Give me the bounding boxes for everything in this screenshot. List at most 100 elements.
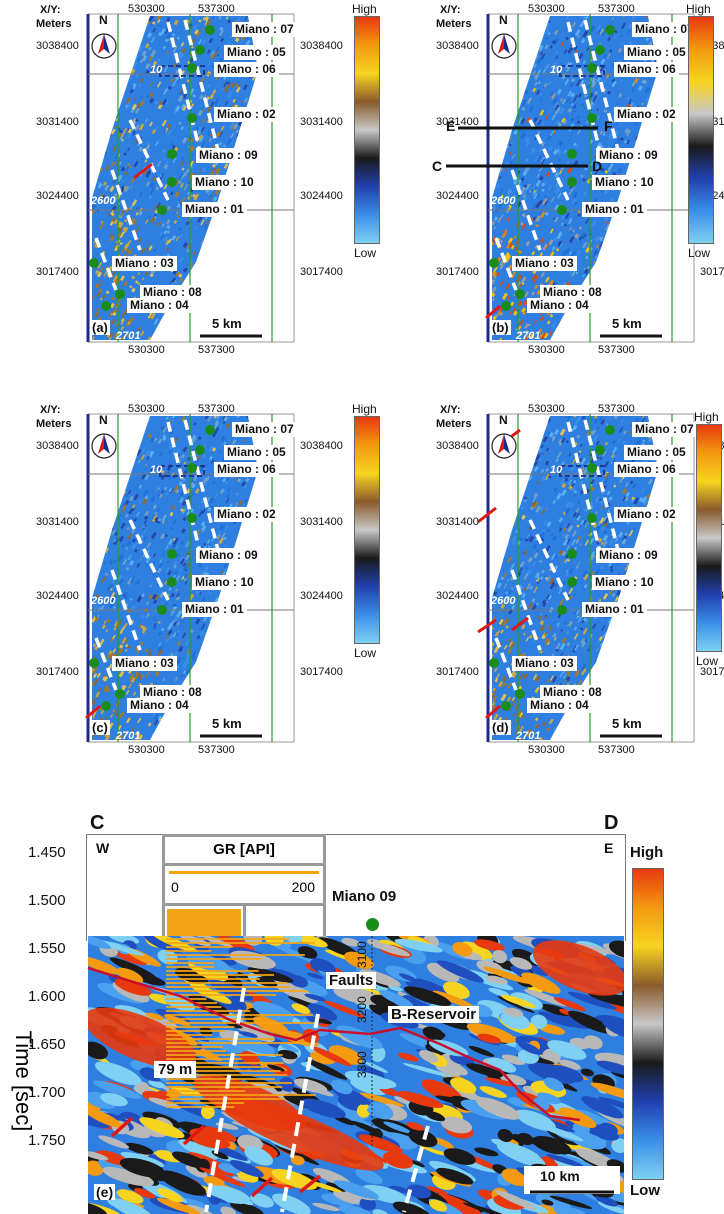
color-bar <box>632 868 664 1180</box>
fault-line <box>94 237 118 291</box>
well-marker <box>567 149 577 159</box>
scale-bar-label: 5 km <box>612 316 642 331</box>
well-marker <box>187 513 197 523</box>
north-arrow-icon <box>504 434 510 454</box>
gr-log-trace <box>166 1018 262 1020</box>
y-tick-left: 3024400 <box>436 190 479 202</box>
seismic-section-e: C D W E GR [API] 0 200 Miano 09 3300 3200… <box>0 808 724 1214</box>
y-tick-left: 3024400 <box>36 590 79 602</box>
well-label: Miano : 04 <box>127 298 192 313</box>
contour-label: 10 <box>150 464 163 476</box>
units-label: Meters <box>436 418 472 430</box>
gr-log-trace <box>166 1038 274 1040</box>
contour-label: 2701 <box>516 330 541 342</box>
reservoir-label: B-Reservoir <box>388 1006 480 1023</box>
y-tick: 1.700 <box>28 1084 66 1101</box>
well-label: Miano : 07 <box>232 22 297 37</box>
gr-log-trace <box>166 970 259 972</box>
y-tick: 1.450 <box>28 844 66 861</box>
well-label: Miano : 05 <box>224 45 289 60</box>
gr-log-trace <box>166 974 274 976</box>
north-arrow-icon <box>498 34 504 54</box>
fault-line <box>166 421 204 561</box>
color-bar-high: High <box>686 2 711 16</box>
gr-log-trace <box>166 1086 283 1088</box>
section-left-letter: C <box>90 812 105 834</box>
fault-line <box>110 569 142 651</box>
y-tick-left: 3017400 <box>36 666 79 678</box>
fault-line <box>94 637 118 691</box>
well-marker <box>595 45 605 55</box>
color-bar-low: Low <box>354 246 377 260</box>
inner-box <box>559 465 605 477</box>
well-label: Miano : 03 <box>112 656 177 671</box>
gr-log-trace <box>166 1030 225 1032</box>
fault-line <box>566 421 604 561</box>
well-marker <box>187 463 197 473</box>
well-label: Miano : 04 <box>527 698 592 713</box>
gr-scale-line <box>169 871 319 874</box>
red-arrow <box>485 704 501 720</box>
color-bar-low: Low <box>354 646 377 660</box>
well-marker <box>587 113 597 123</box>
y-tick-right: 3031400 <box>300 116 343 128</box>
x-tick-top: 530300 <box>128 403 165 415</box>
well-label: Miano : 08 <box>140 285 205 300</box>
gr-divider <box>165 863 323 866</box>
well-marker <box>366 918 379 931</box>
scale-bar-label: 5 km <box>212 716 242 731</box>
north-arrow-icon <box>104 34 110 54</box>
well-label: Miano : 10 <box>192 175 257 190</box>
well-label: Miano : 04 <box>527 298 592 313</box>
color-bar-high: High <box>694 410 719 424</box>
well-label: Miano : 06 <box>614 462 679 477</box>
map-panel-c: X/Y: Meters N 530300 537300 530300 537300 30384… <box>0 400 380 790</box>
gr-log-trace <box>166 1058 242 1060</box>
y-tick-right: 3038400 <box>300 440 343 452</box>
well-label: Miano : 05 <box>224 445 289 460</box>
fault-line <box>128 519 170 601</box>
y-tick-right: 3038400 <box>300 40 343 52</box>
y-tick-left: 3038400 <box>36 440 79 452</box>
scale-bar-label: 5 km <box>212 316 242 331</box>
gr-log-trace <box>166 1078 275 1080</box>
y-tick-right: 3017400 <box>700 666 724 678</box>
well-marker <box>501 301 511 311</box>
well-marker <box>567 177 577 187</box>
contour-label: 10 <box>150 64 163 76</box>
well-label: Miano : 03 <box>512 256 577 271</box>
well-label: Miano : 08 <box>540 285 605 300</box>
depth-tick: 3200 <box>355 996 369 1023</box>
gr-log-trace <box>166 1010 251 1012</box>
well-marker <box>567 549 577 559</box>
well-marker <box>557 205 567 215</box>
section-end-label: F <box>604 118 613 134</box>
well-label: Miano : 07 <box>632 22 697 37</box>
map-panel-a: X/Y: Meters N 530300 537300 530300 537300 30384… <box>0 0 380 390</box>
fault-line <box>183 419 220 551</box>
color-bar-high: High <box>352 402 377 416</box>
units-label: Meters <box>36 18 72 30</box>
well-marker <box>489 258 499 268</box>
contour-label: 10 <box>550 64 563 76</box>
north-arrow-icon <box>504 34 510 54</box>
y-tick: 1.650 <box>28 1036 66 1053</box>
gr-log-trace <box>166 1074 288 1076</box>
well-marker <box>587 513 597 523</box>
x-tick-top: 537300 <box>198 3 235 15</box>
y-tick: 1.750 <box>28 1132 66 1149</box>
y-tick: 1.500 <box>28 892 66 909</box>
well-label: Miano : 03 <box>112 256 177 271</box>
gr-log-trace <box>166 942 315 944</box>
well-marker <box>167 549 177 559</box>
well-label: Miano : 01 <box>182 202 247 217</box>
east-label: E <box>604 840 614 856</box>
x-tick-top: 530300 <box>128 3 165 15</box>
panel-id-label: (d) <box>490 720 511 735</box>
contour-label: 2600 <box>491 595 516 607</box>
gr-max: 200 <box>291 879 315 895</box>
gr-log-trace <box>166 982 287 984</box>
gr-log-trace <box>166 1062 284 1064</box>
well-label: Miano : 01 <box>582 602 647 617</box>
north-arrow-icon <box>104 434 110 454</box>
